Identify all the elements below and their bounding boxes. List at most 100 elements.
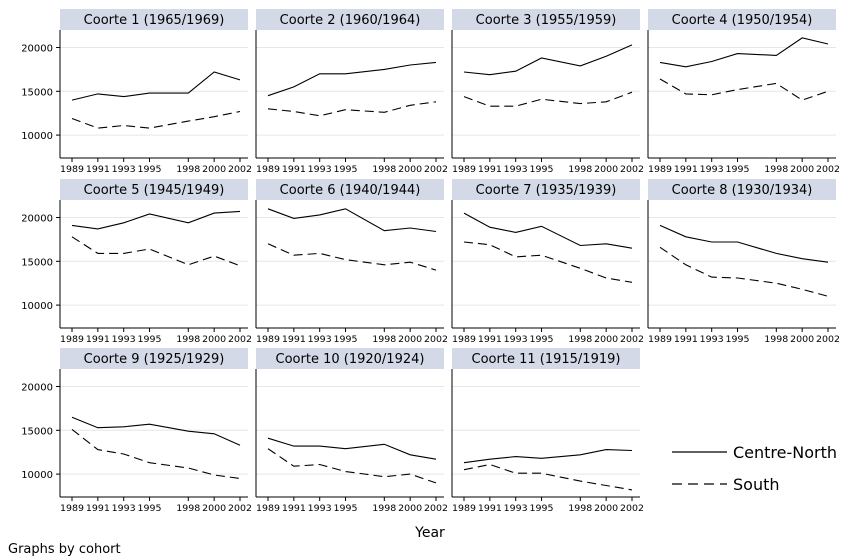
series-line-south	[267, 448, 437, 484]
panel-title: Coorte 4 (1950/1954)	[672, 13, 813, 28]
x-tick-label: 1995	[726, 165, 750, 175]
y-tick-label: 20000	[21, 214, 53, 225]
panel-cohort-10: Coorte 10 (1920/1924) 1989 1991 1993 1995 199…	[255, 348, 448, 514]
y-tick-label: 10000	[21, 301, 53, 312]
x-tick-label: 1991	[478, 335, 502, 345]
panel-cohort-2: Coorte 2 (1960/1964) 1989 1991 1993 1995 1998…	[255, 9, 448, 175]
panel-header	[256, 348, 444, 369]
x-tick-label: 1998	[372, 504, 396, 514]
x-tick-label: 1995	[334, 165, 358, 175]
x-tick-label: 1998	[176, 165, 200, 175]
series-line-centre-north	[71, 416, 241, 446]
x-tick-label: 1989	[60, 504, 84, 514]
panel-header	[256, 179, 444, 200]
legend: Centre-North South	[672, 443, 837, 494]
x-tick-label: 2002	[424, 165, 448, 175]
series-line-south	[71, 236, 241, 267]
x-tick-label: 1998	[176, 335, 200, 345]
series-line-centre-north	[659, 224, 829, 263]
x-tick-label: 2000	[202, 165, 226, 175]
series-line-south	[267, 101, 437, 117]
series-line-centre-north	[659, 37, 829, 68]
x-tick-label: 2002	[228, 504, 252, 514]
y-tick-label: 15000	[21, 426, 53, 437]
series-line-centre-north	[463, 449, 633, 464]
panel-cohort-3: Coorte 3 (1955/1959) 1989 1991 1993 1995 1998…	[451, 9, 644, 175]
x-tick-label: 2000	[594, 504, 618, 514]
x-tick-label: 1995	[530, 504, 554, 514]
x-tick-label: 1991	[86, 335, 110, 345]
series-line-south	[463, 241, 633, 283]
panel-title: Coorte 10 (1920/1924)	[276, 352, 425, 367]
x-tick-label: 1989	[60, 335, 84, 345]
x-tick-label: 1991	[282, 335, 306, 345]
x-tick-label: 1998	[764, 165, 788, 175]
x-tick-label: 2000	[790, 165, 814, 175]
x-tick-label: 1989	[452, 335, 476, 345]
x-tick-label: 1995	[726, 335, 750, 345]
x-tick-label: 1989	[648, 165, 672, 175]
x-tick-label: 1995	[334, 504, 358, 514]
panel-header	[60, 9, 248, 30]
x-tick-label: 2002	[228, 335, 252, 345]
x-tick-label: 1989	[256, 165, 280, 175]
x-tick-label: 2002	[816, 165, 840, 175]
y-tick-label: 10000	[21, 131, 53, 142]
x-tick-label: 2002	[424, 504, 448, 514]
series-line-centre-north	[71, 71, 241, 101]
panel-header	[452, 179, 640, 200]
x-tick-label: 1995	[530, 165, 554, 175]
panel-header	[452, 348, 640, 369]
x-tick-label: 1993	[504, 335, 528, 345]
panel-header	[256, 9, 444, 30]
panel-cohort-6: Coorte 6 (1940/1944) 1989 1991 1993 1995 1998…	[255, 179, 448, 345]
series-line-centre-north	[267, 208, 437, 233]
x-tick-label: 1993	[112, 335, 136, 345]
series-line-south	[659, 246, 829, 297]
series-line-south	[463, 463, 633, 491]
x-tick-label: 1989	[452, 504, 476, 514]
y-tick-label: 20000	[21, 383, 53, 394]
x-tick-label: 2002	[228, 165, 252, 175]
series-line-centre-north	[267, 61, 437, 97]
graphs-by-cohort-note: Graphs by cohort	[8, 542, 121, 557]
x-tick-label: 1989	[256, 504, 280, 514]
y-tick-label: 15000	[21, 257, 53, 268]
y-tick-label: 10000	[21, 470, 53, 481]
x-tick-label: 1993	[504, 165, 528, 175]
x-tick-label: 1998	[372, 165, 396, 175]
x-tick-label: 1991	[674, 335, 698, 345]
series-line-south	[463, 91, 633, 107]
x-tick-label: 2000	[594, 335, 618, 345]
x-tick-label: 2002	[620, 165, 644, 175]
panel-header	[648, 9, 836, 30]
x-tick-label: 1989	[648, 335, 672, 345]
series-line-centre-north	[463, 212, 633, 249]
x-tick-label: 1993	[700, 165, 724, 175]
x-tick-label: 1991	[86, 165, 110, 175]
panel-header	[452, 9, 640, 30]
x-tick-label: 1991	[282, 504, 306, 514]
panel-title: Coorte 7 (1935/1939)	[476, 183, 617, 198]
x-tick-label: 1989	[452, 165, 476, 175]
x-tick-label: 1993	[112, 165, 136, 175]
y-tick-label: 15000	[21, 87, 53, 98]
x-tick-label: 1993	[308, 504, 332, 514]
panel-header	[60, 348, 248, 369]
x-tick-label: 2000	[202, 335, 226, 345]
x-tick-label: 1991	[478, 504, 502, 514]
series-line-south	[659, 78, 829, 101]
x-tick-label: 1995	[138, 335, 162, 345]
panel-header	[60, 179, 248, 200]
series-line-south	[267, 243, 437, 271]
x-tick-label: 1995	[138, 504, 162, 514]
x-tick-label: 2002	[620, 504, 644, 514]
x-tick-label: 2000	[790, 335, 814, 345]
series-line-centre-north	[463, 44, 633, 76]
x-tick-label: 1995	[334, 335, 358, 345]
panel-title: Coorte 2 (1960/1964)	[280, 13, 421, 28]
